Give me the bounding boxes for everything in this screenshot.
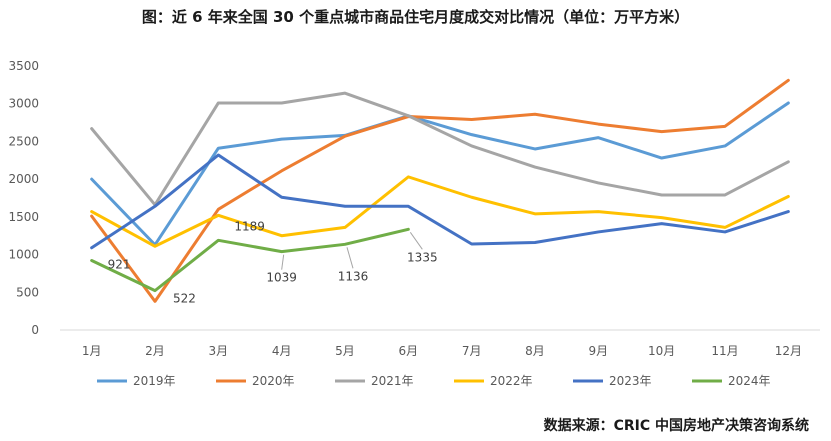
y-tick-label: 3500	[8, 59, 39, 73]
data-label: 1136	[338, 269, 369, 283]
x-tick-label: 3月	[209, 344, 229, 358]
annotation-leader	[281, 254, 285, 270]
x-tick-label: 2月	[145, 344, 165, 358]
x-tick-label: 9月	[589, 344, 609, 358]
y-tick-label: 1500	[8, 210, 39, 224]
annotation-leader	[346, 247, 354, 269]
data-label: 1335	[407, 250, 438, 264]
series-line	[90, 175, 790, 248]
data-label: 522	[173, 292, 196, 306]
y-tick-label: 1000	[8, 248, 39, 262]
x-tick-label: 7月	[462, 344, 482, 358]
x-tick-label: 12月	[775, 344, 802, 358]
x-tick-label: 5月	[335, 344, 355, 358]
y-tick-label: 2000	[8, 172, 39, 186]
legend-label: 2022年	[490, 374, 533, 388]
x-tick-label: 6月	[399, 344, 419, 358]
x-tick-label: 8月	[525, 344, 545, 358]
annotation-leader	[409, 232, 423, 250]
x-tick-label: 11月	[711, 344, 738, 358]
series-line	[90, 91, 790, 207]
chart-title: 图：近 6 年来全国 30 个重点城市商品住宅月度成交对比情况（单位：万平方米）	[141, 8, 690, 26]
data-label: 1189	[234, 219, 265, 233]
data-label: 1039	[266, 271, 297, 285]
legend-label: 2020年	[252, 374, 295, 388]
x-tick-label: 4月	[272, 344, 292, 358]
data-label: 921	[108, 258, 131, 272]
y-tick-label: 3000	[8, 97, 39, 111]
series-line	[90, 78, 790, 303]
y-tick-label: 0	[31, 323, 39, 337]
legend-label: 2021年	[371, 374, 414, 388]
legend-label: 2023年	[609, 374, 652, 388]
x-tick-label: 10月	[648, 344, 675, 358]
source-note: 数据来源：CRIC 中国房地产决策咨询系统	[543, 418, 809, 434]
x-tick-label: 1月	[82, 344, 102, 358]
legend-label: 2024年	[728, 374, 771, 388]
legend-label: 2019年	[133, 374, 176, 388]
y-tick-label: 500	[16, 285, 39, 299]
y-tick-label: 2500	[8, 134, 39, 148]
series-line	[90, 153, 790, 250]
series-line	[90, 227, 410, 293]
